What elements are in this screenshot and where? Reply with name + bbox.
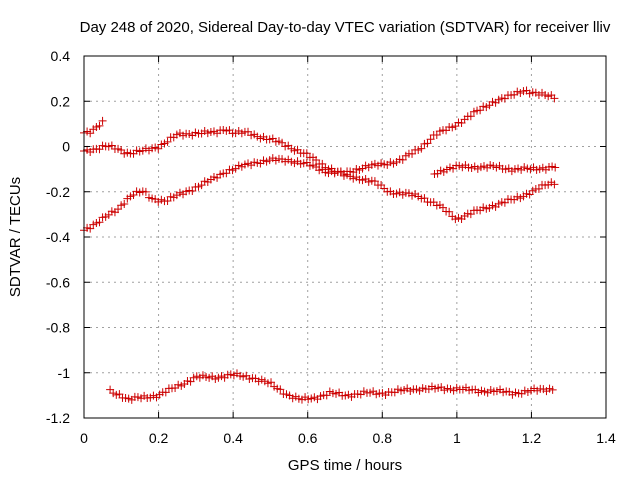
data-point — [551, 163, 560, 172]
x-axis-label: GPS time / hours — [288, 457, 402, 474]
x-tick-label: 0.2 — [149, 430, 169, 446]
series-satellite-e — [106, 369, 557, 404]
data-point — [161, 388, 170, 397]
data-point — [163, 137, 172, 146]
data-point — [302, 149, 311, 158]
y-tick-label: -0.4 — [46, 229, 70, 245]
data-point — [550, 94, 559, 103]
data-point — [154, 144, 163, 153]
data-point — [370, 177, 379, 186]
data-point — [95, 218, 104, 227]
data-point — [550, 180, 559, 189]
y-tick-label: -0.8 — [46, 320, 70, 336]
data-point — [120, 199, 129, 208]
grid-layer — [84, 56, 606, 418]
data-point — [267, 378, 276, 387]
y-axis-label: SDTVAR / TECUs — [7, 177, 24, 297]
x-tick-label: 0.4 — [223, 430, 243, 446]
series-satellite-d — [430, 161, 560, 179]
tick-layer — [83, 55, 607, 419]
x-tick-label: 1 — [453, 430, 461, 446]
data-point — [163, 196, 172, 205]
y-tick-label: 0.4 — [51, 48, 71, 64]
x-tick-label: 0.8 — [373, 430, 393, 446]
data-point — [445, 207, 454, 216]
y-tick-label: -1 — [58, 365, 71, 381]
x-tick-label: 0.6 — [298, 430, 318, 446]
y-tick-label: -0.6 — [46, 274, 70, 290]
data-point — [95, 121, 104, 130]
data-layer — [80, 86, 560, 404]
x-tick-label: 0 — [80, 430, 88, 446]
data-point — [141, 187, 150, 196]
x-tick-label: 1.2 — [522, 430, 542, 446]
data-point — [98, 116, 107, 125]
y-tick-label: -0.2 — [46, 184, 70, 200]
data-point — [398, 155, 407, 164]
data-point — [466, 112, 475, 121]
data-point — [534, 184, 543, 193]
series-satellite-a — [80, 116, 107, 138]
data-point — [276, 385, 285, 394]
data-point — [417, 144, 426, 153]
data-point — [312, 156, 321, 165]
data-point — [188, 186, 197, 195]
x-tick-label: 1.4 — [596, 430, 616, 446]
y-tick-label: 0 — [62, 139, 70, 155]
data-point — [426, 135, 435, 144]
series-satellite-c — [80, 86, 559, 235]
tick-label-layer: 0 0.2 0.4 0.6 0.8 1 1.2 1.4 -1.2 -1 -0.8 -0.6 -0.4 -0… — [46, 48, 616, 446]
data-point — [423, 139, 432, 148]
y-tick-label: -1.2 — [46, 410, 70, 426]
data-point — [548, 385, 557, 394]
y-tick-label: 0.2 — [51, 93, 71, 109]
chart-title: Day 248 of 2020, Sidereal Day-to-day VTE… — [80, 19, 611, 36]
